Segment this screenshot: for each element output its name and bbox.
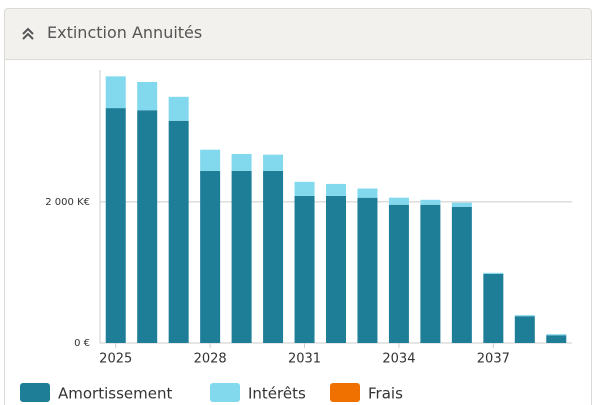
panel-title: Extinction Annuités bbox=[47, 23, 203, 42]
bar-segment bbox=[514, 316, 535, 343]
bar-segment bbox=[546, 335, 567, 343]
x-tick-label: 2037 bbox=[477, 352, 510, 367]
bar-segment bbox=[294, 195, 315, 343]
bar-segment bbox=[263, 170, 284, 343]
legend-label: Frais bbox=[368, 385, 403, 403]
y-tick-label: 0 € bbox=[74, 338, 90, 349]
x-tick-label: 2028 bbox=[194, 352, 227, 367]
x-tick-label: 2031 bbox=[288, 352, 321, 367]
bar-segment bbox=[483, 272, 504, 274]
bar-segment bbox=[200, 149, 221, 171]
bar-segment bbox=[483, 273, 504, 343]
bar-segment bbox=[105, 76, 126, 109]
bar-segment bbox=[420, 204, 441, 343]
x-tick-label: 2025 bbox=[99, 352, 132, 367]
legend-label: Intérêts bbox=[248, 385, 306, 403]
bar-segment bbox=[200, 170, 221, 343]
bar-segment bbox=[231, 170, 252, 343]
bar-segment bbox=[263, 154, 284, 171]
bar-segment bbox=[326, 195, 346, 343]
bar-segment bbox=[326, 183, 346, 196]
bar-segment bbox=[294, 181, 315, 196]
bar-segment bbox=[168, 120, 189, 343]
legend-swatch bbox=[210, 383, 240, 402]
collapse-icon bbox=[22, 27, 34, 40]
bar-segment bbox=[451, 206, 472, 343]
legend-swatch bbox=[330, 383, 360, 402]
bar-segment bbox=[388, 204, 409, 343]
bar-segment bbox=[420, 199, 441, 205]
legend-swatch bbox=[20, 383, 50, 402]
legend-label: Amortissement bbox=[58, 385, 172, 403]
bar-segment bbox=[514, 315, 535, 317]
bar-segment bbox=[388, 197, 409, 205]
bar-segment bbox=[357, 188, 378, 198]
bar-segment bbox=[137, 110, 158, 343]
y-tick-label: 2 000 K€ bbox=[45, 197, 90, 208]
bar-segment bbox=[137, 81, 158, 111]
panel-body bbox=[4, 59, 592, 405]
x-tick-label: 2034 bbox=[382, 352, 415, 367]
bar-segment bbox=[168, 96, 189, 121]
bar-segment bbox=[451, 202, 472, 207]
panel-header[interactable]: Extinction Annuités bbox=[4, 8, 592, 60]
bar-segment bbox=[357, 197, 378, 343]
bar-segment bbox=[546, 334, 567, 336]
bar-segment bbox=[231, 153, 252, 171]
bar-segment bbox=[105, 108, 126, 344]
